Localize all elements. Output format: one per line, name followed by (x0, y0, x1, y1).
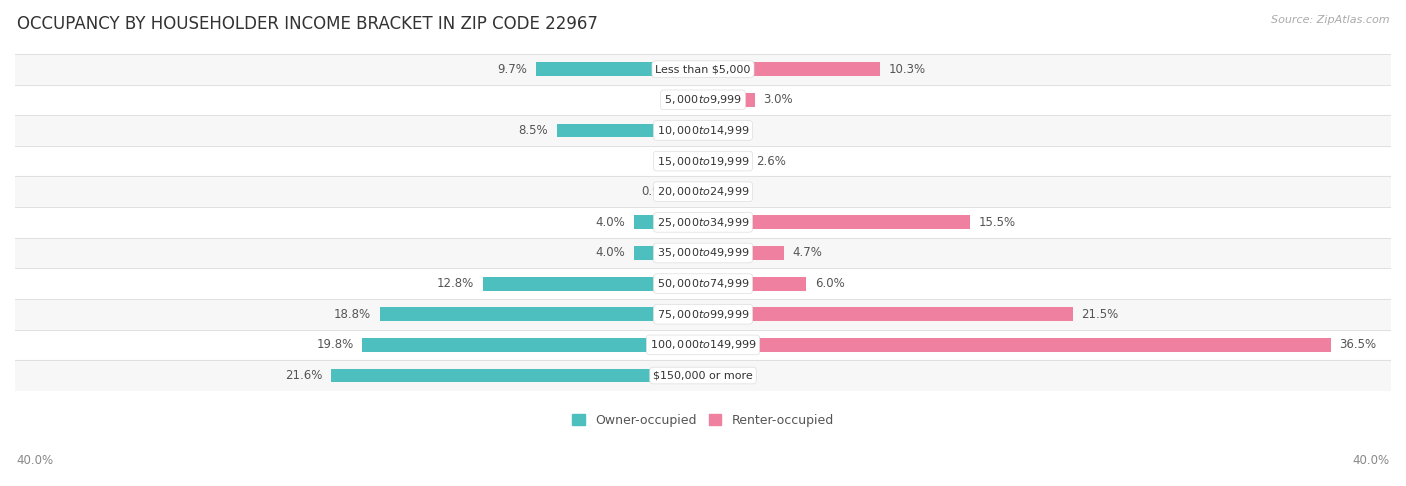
Text: 12.8%: 12.8% (437, 277, 474, 290)
Bar (15, 85, 1391, 115)
Text: Source: ZipAtlas.com: Source: ZipAtlas.com (1271, 15, 1389, 25)
Text: 36.5%: 36.5% (1340, 338, 1376, 351)
Text: 21.5%: 21.5% (1081, 308, 1119, 321)
Bar (557, 123, 703, 138)
Text: 0.0%: 0.0% (711, 124, 741, 137)
Bar (15, 268, 1391, 299)
Bar (634, 246, 703, 260)
Bar (15, 330, 1391, 360)
Text: $150,000 or more: $150,000 or more (654, 370, 752, 381)
Text: 0.0%: 0.0% (665, 155, 695, 168)
Text: 0.0%: 0.0% (711, 369, 741, 382)
Text: $50,000 to $74,999: $50,000 to $74,999 (657, 277, 749, 290)
Text: 4.0%: 4.0% (596, 216, 626, 229)
Bar (634, 215, 703, 229)
Legend: Owner-occupied, Renter-occupied: Owner-occupied, Renter-occupied (568, 409, 838, 432)
Text: 19.8%: 19.8% (316, 338, 354, 351)
Bar (15, 360, 1391, 391)
Bar (703, 93, 755, 107)
Bar (703, 154, 748, 168)
Text: 3.0%: 3.0% (763, 93, 793, 106)
Bar (15, 238, 1391, 268)
Text: 10.3%: 10.3% (889, 63, 927, 76)
Text: $75,000 to $99,999: $75,000 to $99,999 (657, 308, 749, 321)
Text: 6.0%: 6.0% (815, 277, 845, 290)
Text: 4.7%: 4.7% (793, 246, 823, 260)
Text: 40.0%: 40.0% (17, 453, 53, 467)
Text: 9.7%: 9.7% (498, 63, 527, 76)
Bar (15, 176, 1391, 207)
Bar (688, 185, 703, 199)
Bar (15, 299, 1391, 330)
Text: $100,000 to $149,999: $100,000 to $149,999 (650, 338, 756, 351)
Text: 18.8%: 18.8% (333, 308, 371, 321)
Bar (536, 62, 703, 76)
Text: $15,000 to $19,999: $15,000 to $19,999 (657, 155, 749, 168)
Text: $25,000 to $34,999: $25,000 to $34,999 (657, 216, 749, 229)
Bar (703, 277, 806, 291)
Text: 21.6%: 21.6% (285, 369, 323, 382)
Bar (703, 307, 1073, 321)
Bar (15, 54, 1391, 85)
Bar (332, 368, 703, 382)
Text: $20,000 to $24,999: $20,000 to $24,999 (657, 185, 749, 198)
Text: $10,000 to $14,999: $10,000 to $14,999 (657, 124, 749, 137)
Bar (15, 115, 1391, 146)
Bar (15, 207, 1391, 238)
Text: Less than $5,000: Less than $5,000 (655, 64, 751, 74)
Bar (703, 62, 880, 76)
Bar (15, 146, 1391, 176)
Text: $35,000 to $49,999: $35,000 to $49,999 (657, 246, 749, 260)
Text: 0.0%: 0.0% (665, 93, 695, 106)
Bar (380, 307, 703, 321)
Bar (703, 215, 970, 229)
Text: 0.91%: 0.91% (641, 185, 679, 198)
Text: 0.0%: 0.0% (711, 185, 741, 198)
Text: $5,000 to $9,999: $5,000 to $9,999 (664, 93, 742, 106)
Bar (363, 338, 703, 352)
Text: OCCUPANCY BY HOUSEHOLDER INCOME BRACKET IN ZIP CODE 22967: OCCUPANCY BY HOUSEHOLDER INCOME BRACKET … (17, 15, 598, 33)
Text: 4.0%: 4.0% (596, 246, 626, 260)
Text: 8.5%: 8.5% (519, 124, 548, 137)
Text: 15.5%: 15.5% (979, 216, 1015, 229)
Bar (703, 338, 1331, 352)
Text: 2.6%: 2.6% (756, 155, 786, 168)
Text: 40.0%: 40.0% (1353, 453, 1389, 467)
Bar (482, 277, 703, 291)
Bar (703, 246, 783, 260)
